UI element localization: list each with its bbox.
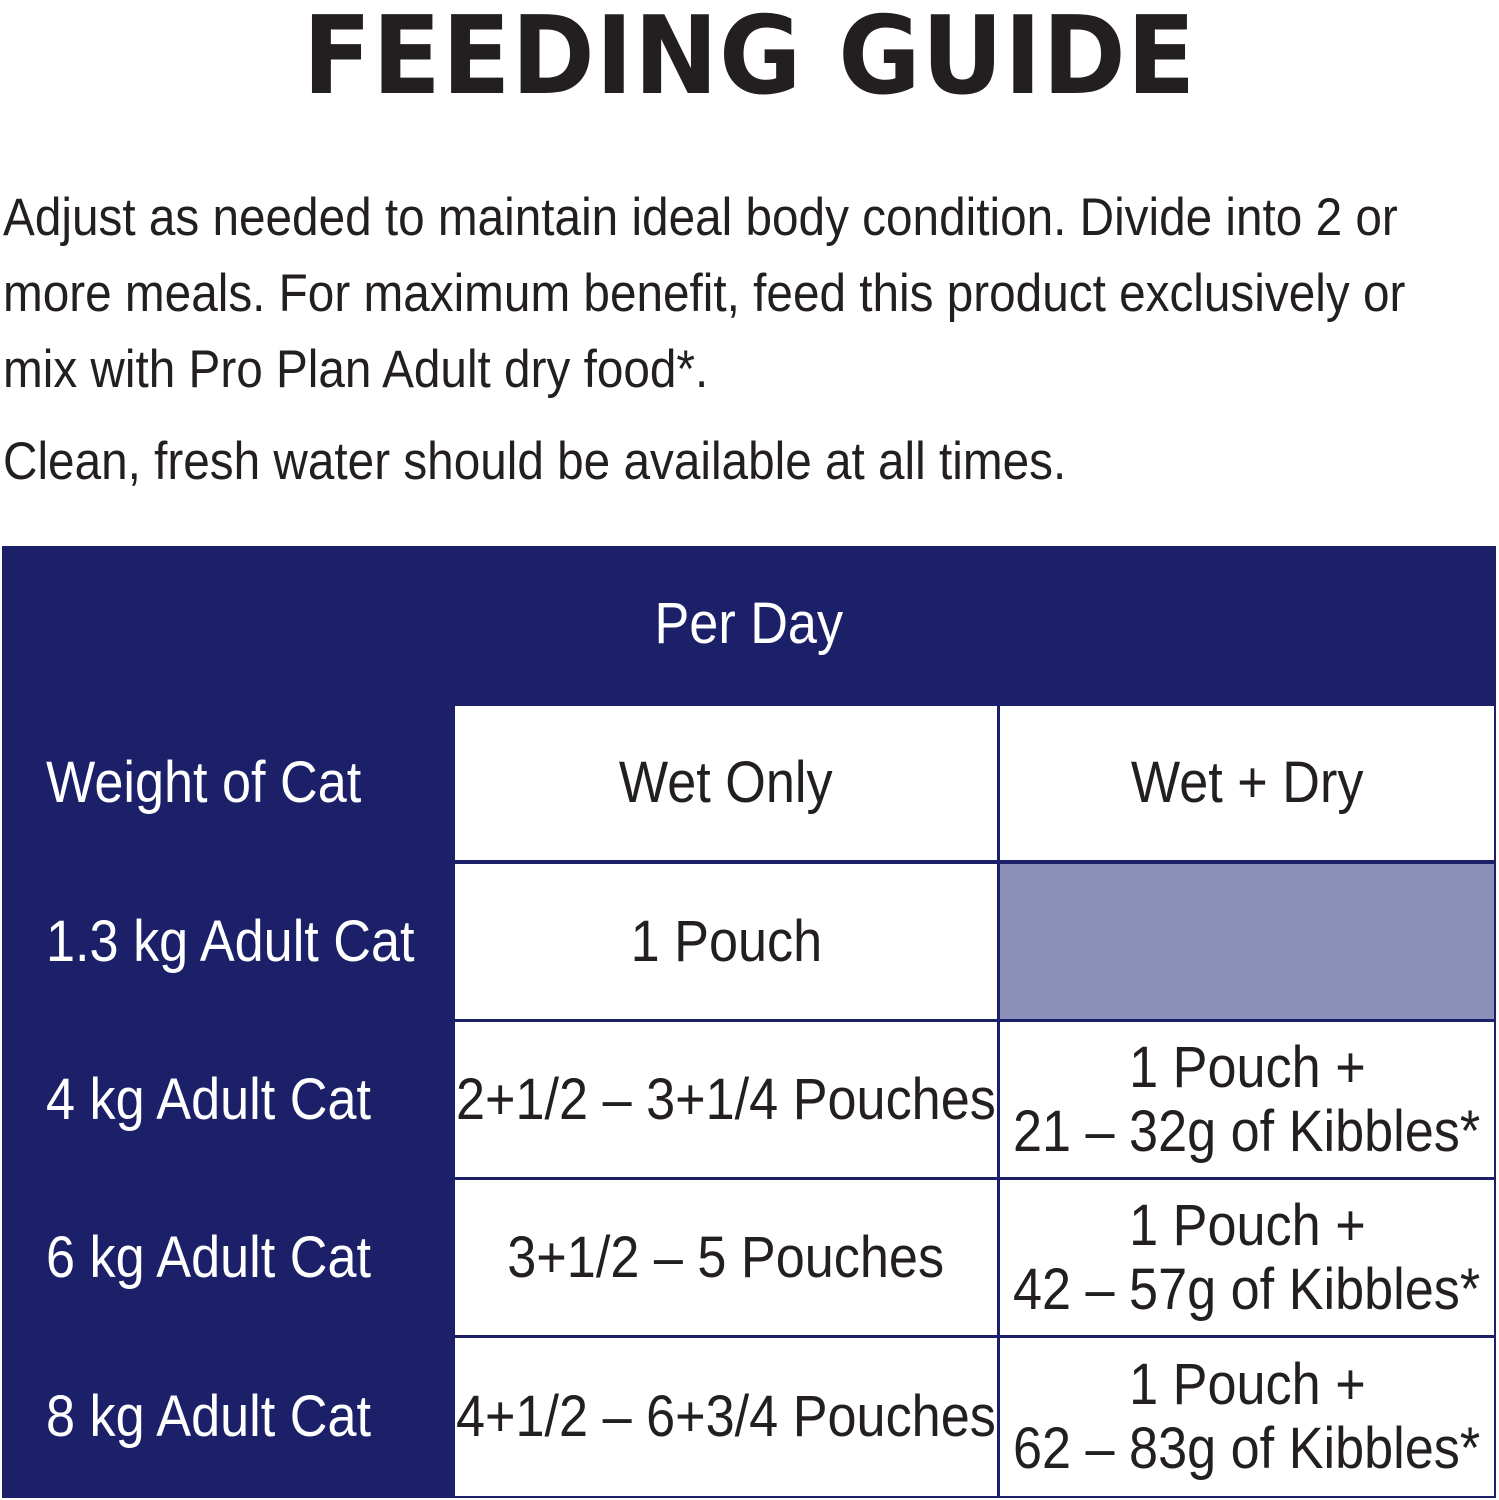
header-weight: Weight of Cat (2, 706, 453, 860)
row-3-wet-dry-line1: 1 Pouch + (1128, 1192, 1366, 1258)
row-2-wet-dry-line2: 21 – 32g of Kibbles* (1013, 1098, 1481, 1164)
row-3-weight: 6 kg Adult Cat (2, 1180, 453, 1335)
row-4-weight: 8 kg Adult Cat (2, 1338, 453, 1496)
header-wet-dry: Wet + Dry (1000, 706, 1494, 860)
row-1-wet-only: 1 Pouch (455, 864, 997, 1019)
table-banner: Per Day (2, 546, 1496, 702)
row-1-weight: 1.3 kg Adult Cat (2, 864, 453, 1019)
water-note: Clean, fresh water should be available a… (3, 432, 1067, 491)
row-2-wet-dry: 1 Pouch + 21 – 32g of Kibbles* (1000, 1022, 1494, 1177)
row-2-wet-only: 2+1/2 – 3+1/4 Pouches (455, 1022, 997, 1177)
row-1-wet-dry-empty (1000, 864, 1494, 1019)
banner-label: Per Day (654, 591, 844, 656)
feeding-table: Per Day Weight of Cat Wet Only Wet + Dry… (2, 546, 1496, 1498)
row-4-wet-dry-line2: 62 – 83g of Kibbles* (1013, 1416, 1481, 1481)
row-3-wet-only: 3+1/2 – 5 Pouches (455, 1180, 997, 1335)
row-2-wet-dry-line1: 1 Pouch + (1128, 1034, 1366, 1100)
row-4-wet-dry-line1: 1 Pouch + (1128, 1352, 1366, 1417)
row-3-wet-dry: 1 Pouch + 42 – 57g of Kibbles* (1000, 1180, 1494, 1335)
row-4-wet-dry: 1 Pouch + 62 – 83g of Kibbles* (1000, 1338, 1494, 1496)
intro-paragraph: Adjust as needed to maintain ideal body … (3, 188, 1406, 399)
page-title: FEEDING GUIDE (302, 0, 1197, 119)
row-3-wet-dry-line2: 42 – 57g of Kibbles* (1013, 1256, 1481, 1322)
row-4-wet-only: 4+1/2 – 6+3/4 Pouches (455, 1338, 997, 1496)
row-2-weight: 4 kg Adult Cat (2, 1022, 453, 1177)
header-wet-only: Wet Only (455, 706, 997, 860)
